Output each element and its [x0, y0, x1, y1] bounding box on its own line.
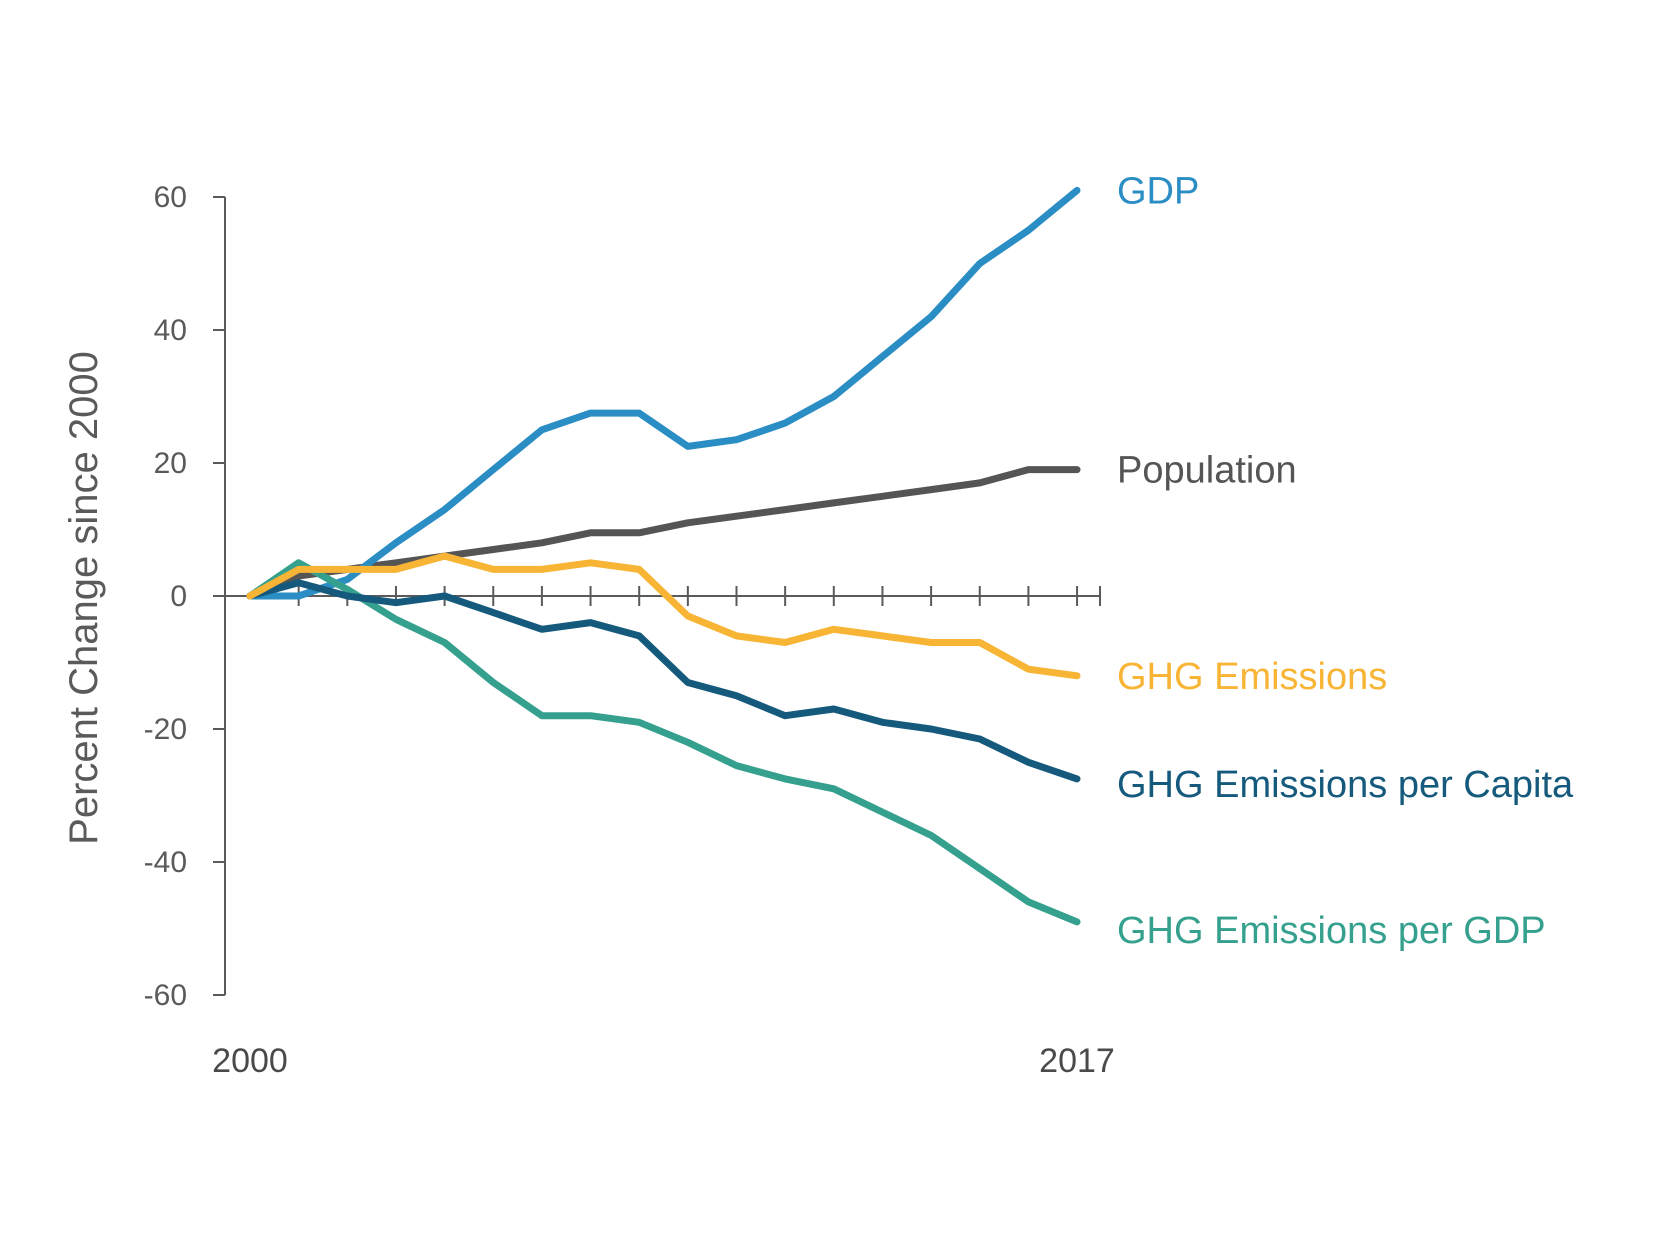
series-label-population: Population — [1117, 450, 1297, 492]
series-line-gdp — [246, 186, 1081, 600]
series-line-ghg-emissions — [246, 552, 1081, 680]
y-tick-label: 0 — [170, 580, 187, 613]
series-line-ghg-emissions-per-capita — [246, 579, 1081, 783]
series-label-ghg-emissions-per-gdp: GHG Emissions per GDP — [1117, 910, 1546, 952]
x-tick-label-start: 2000 — [212, 1042, 288, 1080]
y-tick-label: 60 — [154, 181, 187, 214]
y-tick-label: -20 — [144, 713, 187, 746]
series-line-population — [246, 466, 1081, 600]
y-tick-label: -60 — [144, 979, 187, 1012]
series-line-ghg-emissions-per-gdp — [246, 559, 1081, 926]
y-tick-label: -40 — [144, 846, 187, 879]
y-tick-label: 20 — [154, 447, 187, 480]
series-label-ghg-emissions-per-capita: GHG Emissions per Capita — [1117, 764, 1574, 806]
series-label-gdp: GDP — [1117, 170, 1199, 212]
series-label-ghg-emissions: GHG Emissions — [1117, 656, 1387, 698]
y-axis-title: Percent Change since 2000 — [62, 351, 106, 845]
x-tick-label-end: 2017 — [1039, 1042, 1115, 1080]
y-tick-label: 40 — [154, 314, 187, 347]
